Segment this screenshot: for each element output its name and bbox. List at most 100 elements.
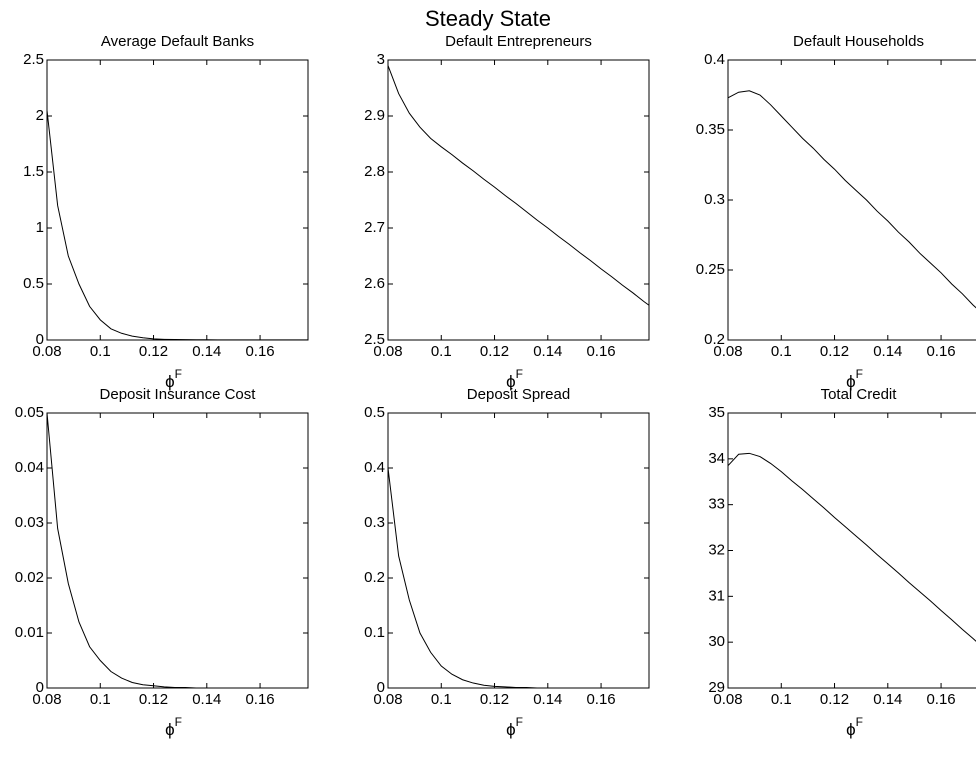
data-line (387, 467, 649, 689)
subplot: Deposit Insurance Cost 0 0.01 0.02 0.03 0.04 0… (15, 386, 309, 739)
x-tick-label: 0.08 (713, 343, 742, 360)
x-axis-label: ϕF (165, 715, 182, 739)
x-tick-label: 0.1 (431, 343, 452, 360)
x-tick-label: 0.08 (32, 691, 61, 708)
y-tick-label: 0.3 (704, 191, 725, 208)
axes-box (46, 412, 309, 689)
y-tick-label: 0.5 (23, 275, 44, 292)
x-tick-label: 0.16 (926, 343, 955, 360)
x-tick-label: 0.14 (533, 343, 562, 360)
y-tick-label: 2 (36, 107, 44, 124)
x-tick-label: 0.1 (771, 691, 792, 708)
data-line (46, 412, 308, 689)
y-tick-label: 1.5 (23, 163, 44, 180)
y-tick-label: 3 (377, 51, 385, 68)
x-tick-label: 0.14 (533, 691, 562, 708)
x-tick-label: 0.12 (820, 691, 849, 708)
subplot-title: Deposit Insurance Cost (100, 386, 257, 403)
subplot: Default Entrepreneurs 2.5 2.6 2.7 2.8 2.9 3 0.0… (364, 33, 650, 391)
x-tick-label: 0.08 (373, 343, 402, 360)
y-tick-label: 0.02 (15, 569, 44, 586)
x-label-symbol: ϕ (165, 720, 175, 739)
x-tick-label: 0.08 (373, 691, 402, 708)
x-tick-label: 0.12 (820, 343, 849, 360)
x-tick-label: 0.08 (713, 691, 742, 708)
x-tick-label: 0.1 (771, 343, 792, 360)
x-tick-label: 0.16 (586, 691, 615, 708)
x-axis-label: ϕF (506, 715, 523, 739)
x-tick-label: 0.12 (139, 691, 168, 708)
x-tick-label: 0.14 (192, 691, 221, 708)
y-tick-label: 32 (708, 541, 725, 558)
y-tick-label: 0.01 (15, 624, 44, 641)
x-axis-label: ϕF (846, 715, 863, 739)
y-tick-label: 35 (708, 404, 725, 421)
data-line (727, 452, 976, 642)
x-label-superscript: F (516, 367, 523, 381)
y-tick-label: 0.5 (364, 404, 385, 421)
x-tick-label: 0.16 (245, 343, 274, 360)
y-tick-label: 2.5 (364, 331, 385, 348)
x-tick-label: 0.14 (873, 691, 902, 708)
data-line (387, 65, 650, 306)
x-tick-label: 0.12 (480, 691, 509, 708)
subplot-title: Total Credit (821, 386, 898, 403)
y-tick-label: 0.03 (15, 514, 44, 531)
y-tick-label: 0.25 (696, 261, 725, 278)
y-tick-label: 0 (36, 679, 44, 696)
x-axis-label: ϕF (846, 367, 863, 391)
x-label-superscript: F (856, 715, 863, 729)
x-label-superscript: F (516, 715, 523, 729)
subplot-title: Default Entrepreneurs (445, 33, 592, 50)
x-label-symbol: ϕ (846, 720, 856, 739)
x-tick-label: 0.12 (480, 343, 509, 360)
x-tick-label: 0.1 (90, 343, 111, 360)
figure-title: Steady State (425, 6, 551, 31)
subplot: Average Default Banks 0 0.5 1 1.5 2 2.5 0.08 0.1… (23, 33, 309, 391)
x-tick-label: 0.16 (245, 691, 274, 708)
subplot-title: Default Households (793, 33, 924, 50)
y-tick-label: 29 (708, 679, 725, 696)
axes-box (387, 59, 650, 341)
subplot-title: Deposit Spread (467, 386, 570, 403)
x-tick-label: 0.16 (586, 343, 615, 360)
y-tick-label: 30 (708, 633, 725, 650)
subplot: Deposit Spread 0 0.1 0.2 0.3 0.4 0.5 0.08 0.1 0.1… (364, 386, 650, 739)
y-tick-label: 2.7 (364, 219, 385, 236)
y-tick-label: 0.04 (15, 459, 44, 476)
y-tick-label: 0.2 (704, 331, 725, 348)
y-tick-label: 0.3 (364, 514, 385, 531)
x-tick-label: 0.16 (926, 691, 955, 708)
y-tick-label: 0.2 (364, 569, 385, 586)
x-tick-label: 0.08 (32, 343, 61, 360)
x-axis-label: ϕF (506, 367, 523, 391)
x-label-symbol: ϕ (846, 372, 856, 391)
y-tick-label: 33 (708, 496, 725, 513)
subplot: Default Households 0.2 0.25 0.3 0.35 0.4 0.08 0… (696, 33, 976, 391)
axes-box (387, 412, 650, 689)
x-axis-label: ϕF (165, 367, 182, 391)
y-tick-label: 34 (708, 450, 725, 467)
y-tick-label: 0.4 (364, 459, 385, 476)
x-label-symbol: ϕ (506, 720, 516, 739)
y-tick-label: 2.5 (23, 51, 44, 68)
x-tick-label: 0.1 (90, 691, 111, 708)
x-tick-label: 0.12 (139, 343, 168, 360)
y-tick-label: 0.05 (15, 404, 44, 421)
y-tick-label: 2.8 (364, 163, 385, 180)
data-line (46, 110, 308, 341)
y-tick-label: 0.4 (704, 51, 725, 68)
y-tick-label: 0.1 (364, 624, 385, 641)
subplot: Total Credit 29 30 31 32 33 34 35 0.08 0.1 0.12 0.1… (708, 386, 976, 739)
y-tick-label: 2.6 (364, 275, 385, 292)
x-tick-label: 0.1 (431, 691, 452, 708)
x-tick-label: 0.14 (873, 343, 902, 360)
x-label-superscript: F (175, 367, 182, 381)
subplot-title: Average Default Banks (101, 33, 254, 50)
y-tick-label: 1 (36, 219, 44, 236)
y-tick-label: 0.35 (696, 121, 725, 138)
x-label-symbol: ϕ (165, 372, 175, 391)
